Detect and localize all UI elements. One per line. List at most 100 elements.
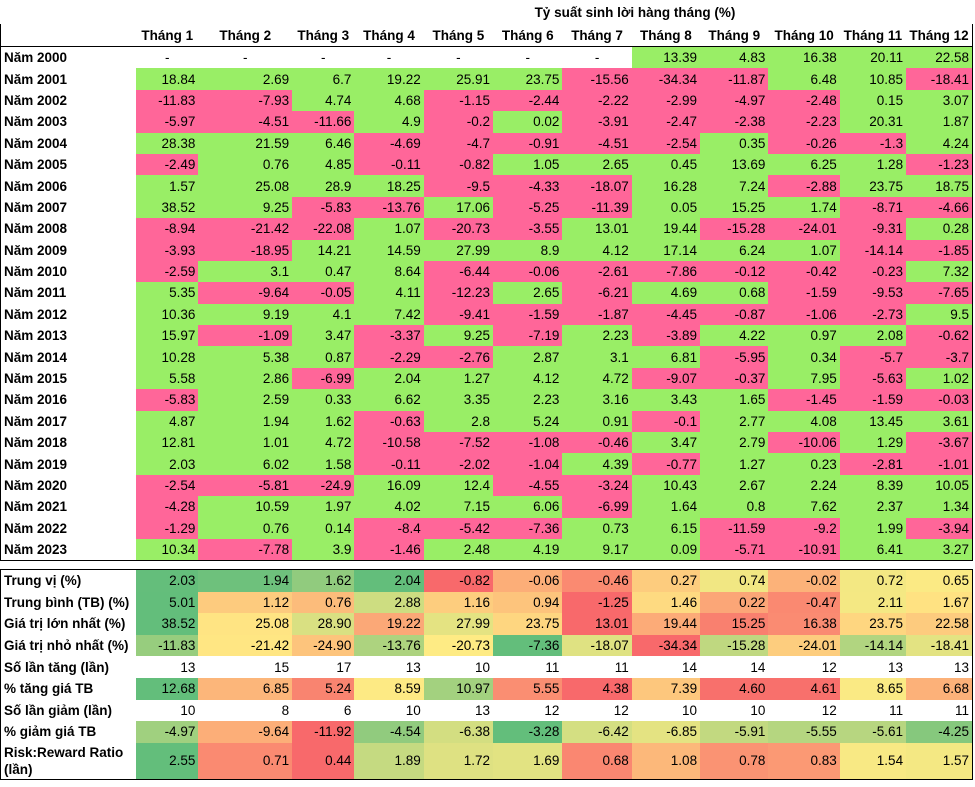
return-cell: -7.93 bbox=[198, 89, 293, 112]
return-cell: -0.82 bbox=[423, 153, 494, 176]
stat-cell: -18.07 bbox=[562, 634, 632, 657]
return-cell: -12.23 bbox=[423, 282, 494, 304]
return-cell: 10.36 bbox=[136, 303, 199, 326]
return-cell: 0.09 bbox=[631, 538, 701, 561]
stat-cell: 12 bbox=[613, 702, 629, 718]
return-cell: 9.17 bbox=[562, 538, 632, 561]
year-label: Năm 2013 bbox=[0, 325, 137, 347]
return-cell: 20.11 bbox=[839, 46, 907, 69]
return-cell: -20.73 bbox=[423, 218, 494, 240]
return-cell: -0.87 bbox=[700, 303, 769, 326]
return-cell: 0.05 bbox=[631, 196, 701, 219]
return-cell: 1.74 bbox=[768, 196, 840, 219]
return-cell: - bbox=[243, 50, 248, 66]
return-cell: 2.67 bbox=[700, 474, 769, 497]
stat-cell: 1.12 bbox=[198, 591, 293, 614]
year-row: Năm 2017 4.87 1.94 1.62 -0.63 2.8 5.24 0.91 -0.1… bbox=[0, 410, 973, 433]
return-cell: 5.24 bbox=[493, 410, 563, 433]
year-row: Năm 2011 5.35 -9.64 -0.05 4.11 -12.23 2.65 -6.2… bbox=[0, 282, 973, 304]
return-cell: 4.9 bbox=[354, 111, 424, 133]
return-cell: -5.71 bbox=[700, 538, 769, 561]
stat-cell: 1.62 bbox=[292, 569, 355, 592]
return-cell: -3.93 bbox=[136, 239, 199, 261]
stat-cell: 10 bbox=[475, 659, 491, 675]
return-cell: -7.52 bbox=[423, 432, 494, 454]
return-cell: 0.68 bbox=[700, 282, 769, 304]
return-cell: 0.45 bbox=[631, 153, 701, 176]
return-cell: -3.55 bbox=[493, 218, 563, 240]
stat-cell: 6 bbox=[343, 702, 352, 718]
return-cell: -3.89 bbox=[631, 325, 701, 347]
return-cell: 1.99 bbox=[839, 517, 907, 539]
return-cell: -2.99 bbox=[631, 89, 701, 112]
stat-cell: 6.85 bbox=[198, 677, 293, 700]
year-label: Năm 2017 bbox=[0, 410, 137, 433]
return-cell: 0.91 bbox=[562, 410, 632, 433]
yearly-rows: Năm 2000- - - - - - -13.39 4.83 16.38 20.11 22.58 N… bbox=[0, 46, 973, 561]
return-cell: 6.06 bbox=[493, 496, 563, 518]
return-cell: 3.47 bbox=[631, 432, 701, 454]
stat-row: % tăng giá TB 12.68 6.85 5.24 8.59 10.97 5.55 4… bbox=[0, 677, 973, 700]
return-cell: -1.09 bbox=[198, 325, 293, 347]
stat-cell: 1.08 bbox=[631, 742, 701, 780]
return-cell: -13.76 bbox=[354, 196, 424, 219]
return-cell: 27.99 bbox=[423, 239, 494, 261]
return-cell: 15.97 bbox=[136, 325, 199, 347]
return-cell: 3.16 bbox=[562, 389, 632, 411]
stat-cell: 11 bbox=[614, 659, 629, 675]
return-cell: -0.91 bbox=[493, 132, 563, 154]
return-cell: 0.33 bbox=[292, 389, 355, 411]
stat-cell: 12 bbox=[821, 702, 837, 718]
return-cell: -4.66 bbox=[906, 196, 973, 219]
stat-cell: -13.76 bbox=[354, 634, 424, 657]
stat-cell: 0.72 bbox=[839, 569, 907, 592]
return-cell: 4.12 bbox=[562, 239, 632, 261]
year-row: Năm 2023 10.34 -7.78 3.9 -1.46 2.48 4.19 9.17 0.… bbox=[0, 538, 973, 561]
return-cell: -5.25 bbox=[493, 196, 563, 219]
stat-cell: 2.04 bbox=[354, 569, 424, 592]
return-cell: -6.99 bbox=[292, 367, 355, 390]
return-cell: - bbox=[386, 50, 392, 66]
return-cell: -2.54 bbox=[631, 132, 701, 154]
return-cell: 5.38 bbox=[198, 346, 293, 368]
stat-cell: 28.90 bbox=[292, 613, 355, 635]
return-cell: -3.24 bbox=[562, 474, 632, 497]
return-cell: 16.28 bbox=[631, 175, 701, 197]
return-cell: 7.24 bbox=[700, 175, 769, 197]
return-cell: 0.8 bbox=[700, 496, 769, 518]
return-cell: 0.35 bbox=[700, 132, 769, 154]
year-row: Năm 2015 5.58 2.86 -6.99 2.04 1.27 4.12 4.72 -9.… bbox=[0, 367, 973, 390]
stat-row: % giảm giá TB -4.97 -9.64 -11.92 -4.54 -6.38-… bbox=[0, 721, 973, 743]
return-cell: -6.99 bbox=[562, 496, 632, 518]
return-cell: -4.51 bbox=[562, 132, 632, 154]
stat-cell: 8 bbox=[281, 702, 290, 718]
month-header-row: Tháng 1 Tháng 2 Tháng 3 Tháng 4 Tháng 5 Tháng… bbox=[0, 24, 973, 47]
return-cell: -1.01 bbox=[906, 453, 973, 475]
return-cell: 3.27 bbox=[906, 538, 973, 561]
year-row: Năm 2020 -2.54 -5.81 -24.9 16.09 12.4 -4.55 -3.… bbox=[0, 474, 973, 497]
stat-cell: 7.39 bbox=[631, 677, 701, 700]
return-cell: 5.35 bbox=[136, 282, 199, 304]
return-cell: -0.63 bbox=[354, 410, 424, 433]
return-cell: -7.36 bbox=[493, 517, 563, 539]
return-cell: 14.21 bbox=[292, 239, 355, 261]
stat-cell: 0.44 bbox=[292, 742, 355, 780]
return-cell: -3.94 bbox=[906, 517, 973, 539]
stat-row: Trung vị (%) 2.03 1.94 1.62 2.04 -0.82 -0.06 -0… bbox=[0, 569, 973, 592]
return-cell: -11.39 bbox=[562, 196, 632, 219]
return-cell: 4.1 bbox=[292, 303, 355, 326]
stat-cell: 4.61 bbox=[768, 677, 840, 700]
return-cell: 18.25 bbox=[354, 175, 424, 197]
return-cell: -0.23 bbox=[839, 260, 907, 283]
stat-cell: -24.01 bbox=[768, 634, 840, 657]
return-cell: -7.19 bbox=[493, 325, 563, 347]
return-cell: -24.01 bbox=[768, 218, 840, 240]
return-cell: 8.64 bbox=[354, 260, 424, 283]
return-cell: 0.02 bbox=[493, 111, 563, 133]
stat-label: % tăng giá TB bbox=[0, 677, 137, 700]
return-cell: -9.41 bbox=[423, 303, 494, 326]
return-cell: -2.81 bbox=[839, 453, 907, 475]
year-label: Năm 2012 bbox=[0, 303, 137, 326]
stat-cell: 11 bbox=[954, 702, 969, 718]
